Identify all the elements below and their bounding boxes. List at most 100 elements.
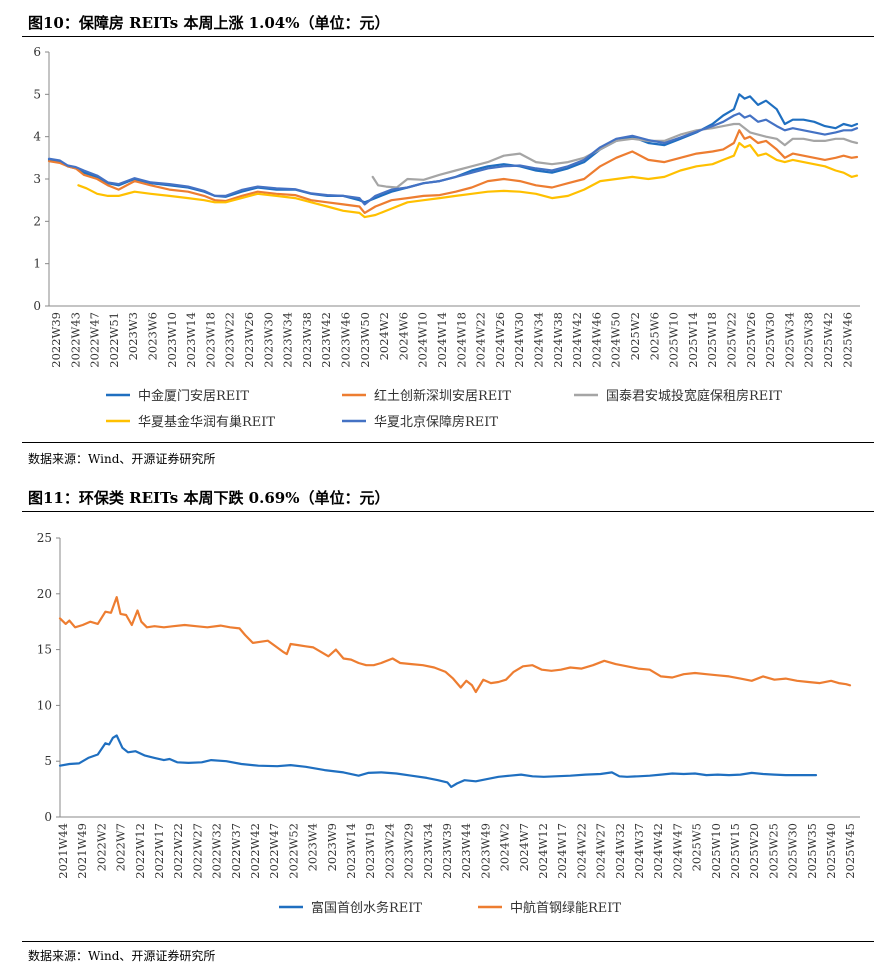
x-tick-label: 2023W19 (363, 823, 377, 879)
x-tick-label: 2025W10 (709, 823, 723, 879)
figure-10-source: 数据来源：Wind、开源证券研究所 (28, 452, 216, 466)
x-tick-label: 2024W50 (609, 312, 623, 368)
x-tick-label: 2023W30 (261, 312, 275, 368)
x-tick-label: 2024W10 (416, 312, 430, 368)
x-tick-label: 2022W32 (210, 823, 224, 879)
x-tick-label: 2024W7 (517, 823, 531, 871)
x-tick-label: 2024W17 (555, 823, 569, 879)
y-tick-label: 25 (37, 531, 52, 545)
x-tick-label: 2021W44 (56, 823, 70, 879)
x-tick-label: 2022W22 (171, 823, 185, 879)
x-tick-label: 2023W49 (478, 823, 492, 879)
x-tick-label: 2023W38 (300, 312, 314, 368)
x-tick-label: 2022W12 (133, 823, 147, 879)
x-tick-label: 2023W3 (126, 312, 140, 360)
x-tick-label: 2025W42 (821, 312, 835, 368)
x-tick-label: 2023W42 (319, 312, 333, 368)
x-tick-label: 2022W47 (88, 312, 102, 368)
x-tick-label: 2022W7 (114, 823, 128, 871)
x-tick-label: 2024W46 (589, 312, 603, 368)
y-tick-label: 5 (44, 754, 52, 768)
x-tick-label: 2023W14 (184, 312, 198, 368)
x-tick-label: 2024W18 (454, 312, 468, 368)
x-tick-label: 2024W27 (594, 823, 608, 879)
x-tick-label: 2023W34 (281, 312, 295, 368)
x-tick-label: 2022W2 (94, 823, 108, 871)
x-tick-label: 2023W9 (325, 823, 339, 871)
y-tick-label: 6 (33, 45, 41, 59)
x-tick-label: 2022W27 (190, 823, 204, 879)
x-tick-label: 2024W47 (670, 823, 684, 879)
x-tick-label: 2025W26 (744, 312, 758, 368)
x-tick-label: 2024W6 (396, 312, 410, 360)
x-tick-label: 2025W30 (786, 823, 800, 879)
x-tick-label: 2024W32 (613, 823, 627, 879)
x-tick-label: 2025W34 (782, 312, 796, 368)
legend-label-3: 华夏基金华润有巢REIT (138, 414, 275, 430)
series-line-1 (58, 596, 852, 694)
x-tick-label: 2025W20 (747, 823, 761, 879)
figure-10-bottom-rule (22, 442, 874, 443)
x-tick-label: 2025W22 (725, 312, 739, 368)
x-tick-label: 2025W40 (824, 823, 838, 879)
x-tick-label: 2023W50 (358, 312, 372, 368)
legend-label-2: 国泰君安城投宽庭保租房REIT (606, 388, 782, 404)
x-tick-label: 2022W47 (267, 823, 281, 879)
x-tick-label: 2025W46 (840, 312, 854, 368)
x-tick-label: 2025W45 (843, 823, 857, 879)
series-line-1 (47, 129, 859, 214)
series-line-4 (47, 112, 859, 206)
y-tick-label: 15 (37, 643, 52, 657)
figure-11-title: 图11：环保类 REITs 本周下跌 0.69%（单位：元） (28, 489, 390, 507)
x-tick-label: 2025W2 (628, 312, 642, 360)
legend-label-0: 中金厦门安居REIT (138, 388, 249, 404)
y-tick-label: 0 (33, 299, 41, 313)
figure-11-source: 数据来源：Wind、开源证券研究所 (28, 949, 216, 963)
x-tick-label: 2025W6 (647, 312, 661, 360)
x-tick-label: 2024W37 (632, 823, 646, 879)
series-line-0 (58, 734, 818, 788)
y-tick-label: 2 (33, 214, 41, 228)
x-tick-label: 2023W34 (421, 823, 435, 879)
legend-label-4: 华夏北京保障房REIT (374, 414, 498, 430)
x-tick-label: 2024W14 (435, 312, 449, 368)
x-tick-label: 2023W39 (440, 823, 454, 879)
legend-label-1: 中航首钢绿能REIT (510, 900, 621, 916)
series-line-3 (77, 141, 859, 219)
x-tick-label: 2023W46 (339, 312, 353, 368)
x-tick-label: 2023W22 (223, 312, 237, 368)
x-tick-label: 2022W17 (152, 823, 166, 879)
x-tick-label: 2024W22 (574, 823, 588, 879)
x-tick-label: 2023W29 (402, 823, 416, 879)
y-tick-label: 3 (33, 172, 41, 186)
x-tick-label: 2022W39 (49, 312, 63, 368)
x-tick-label: 2024W42 (570, 312, 584, 368)
figure-10-top-rule (22, 36, 874, 37)
x-tick-label: 2025W14 (686, 312, 700, 368)
x-tick-label: 2025W5 (690, 823, 704, 871)
x-tick-label: 2023W4 (306, 823, 320, 871)
x-tick-label: 2025W18 (705, 312, 719, 368)
x-tick-label: 2023W26 (242, 312, 256, 368)
x-tick-label: 2025W15 (728, 823, 742, 879)
x-tick-label: 2025W25 (766, 823, 780, 879)
x-tick-label: 2024W34 (532, 312, 546, 368)
x-tick-label: 2024W12 (536, 823, 550, 879)
x-tick-label: 2024W22 (474, 312, 488, 368)
x-tick-label: 2022W51 (107, 312, 121, 368)
x-tick-label: 2022W43 (68, 312, 82, 368)
legend-label-1: 红土创新深圳安居REIT (374, 388, 511, 404)
x-tick-label: 2023W10 (165, 312, 179, 368)
x-tick-label: 2025W38 (802, 312, 816, 368)
x-tick-label: 2024W30 (512, 312, 526, 368)
y-tick-label: 4 (33, 130, 41, 144)
y-tick-label: 1 (33, 257, 41, 271)
chart-10: 0 1 2 3 4 5 6 2022W39 2022W43 2022W47 2022W51 2023W… (33, 45, 860, 430)
x-tick-label: 2023W14 (344, 823, 358, 879)
x-tick-label: 2025W10 (667, 312, 681, 368)
x-tick-label: 2025W30 (763, 312, 777, 368)
figure-10-title: 图10：保障房 REITs 本周上涨 1.04%（单位：元） (28, 14, 390, 32)
y-tick-label: 0 (44, 810, 52, 824)
x-tick-label: 2023W6 (146, 312, 160, 360)
